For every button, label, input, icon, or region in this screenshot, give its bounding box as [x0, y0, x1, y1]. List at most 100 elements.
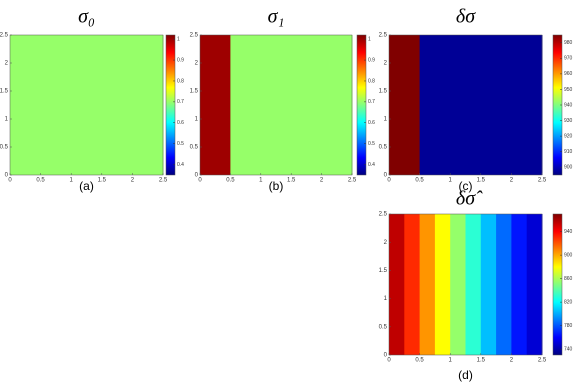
y-tick-label: 1.5 [379, 89, 388, 95]
x-tick-label: 0.5 [415, 358, 424, 364]
y-tick-label: 2.5 [190, 33, 199, 39]
y-tick-label: 2 [384, 61, 388, 67]
y-tick-label: 2.5 [0, 33, 9, 39]
heat-cell [419, 35, 543, 175]
x-tick-label: 2.5 [538, 358, 547, 364]
colorbar-tick-label: 1 [177, 37, 180, 43]
colorbar-tick-label: 0.6 [368, 120, 375, 126]
colorbar-tick-label: 780 [564, 323, 573, 329]
x-tick-label: 1.5 [477, 358, 486, 364]
x-tick-label: 2.5 [348, 178, 357, 184]
y-tick-label: 1.5 [0, 89, 9, 95]
heat-cell [200, 35, 231, 175]
heat-cell [450, 214, 466, 355]
colorbar-tick-label: 910 [564, 149, 573, 155]
heat-cell [419, 214, 436, 355]
colorbar-tick-label: 980 [564, 40, 573, 46]
heat-cell [496, 214, 512, 355]
heat-cell [434, 214, 451, 355]
colorbar-tick-label: 0.8 [177, 78, 184, 84]
panel-label: (a) [79, 179, 94, 193]
y-tick-label: 0 [384, 173, 388, 179]
x-tick-label: 2 [510, 178, 514, 184]
colorbar-tick-label: 900 [564, 252, 573, 258]
colorbar-tick-label: 0.7 [368, 99, 375, 105]
colorbar-tick-label: 0.8 [368, 78, 375, 84]
y-tick-label: 0.5 [379, 145, 388, 151]
colorbar-tick-label: 0.5 [368, 141, 375, 147]
y-tick-label: 1 [384, 296, 388, 302]
y-tick-label: 2 [384, 240, 388, 246]
y-tick-label: 0.5 [190, 145, 199, 151]
plot-frame [388, 34, 543, 176]
x-tick-label: 2.5 [159, 178, 168, 184]
panel-title: σ₁ [268, 6, 285, 28]
heat-cell [389, 214, 405, 355]
x-tick-label: 0 [387, 358, 391, 364]
plot-frame [388, 213, 543, 356]
y-tick-label: 0.5 [379, 324, 388, 330]
y-tick-label: 2.5 [379, 212, 388, 218]
x-tick-label: 0 [198, 178, 202, 184]
x-tick-label: 0 [8, 178, 12, 184]
x-tick-label: 1.5 [477, 178, 486, 184]
y-tick-label: 1.5 [190, 89, 199, 95]
panel-label: (c) [459, 179, 473, 193]
colorbar-tick-label: 950 [564, 87, 573, 93]
colorbar-tick-label: 930 [564, 118, 573, 124]
y-tick-label: 2 [195, 61, 199, 67]
y-tick-label: 1 [5, 117, 9, 123]
panel-label: (d) [458, 368, 473, 382]
y-tick-label: 1 [195, 117, 199, 123]
colorbar-tick-label: 0.9 [177, 57, 184, 63]
heat-cell [10, 35, 164, 175]
colorbar-tick-label: 920 [564, 133, 573, 139]
colorbar-tick-label: 0.9 [368, 57, 375, 63]
colorbar-tick-label: 940 [564, 102, 573, 108]
colorbar-tick-label: 960 [564, 71, 573, 77]
x-tick-label: 2 [320, 178, 324, 184]
x-tick-label: 0.5 [226, 178, 235, 184]
heat-cell [526, 214, 543, 355]
y-tick-label: 0 [384, 353, 388, 359]
x-tick-label: 1 [70, 178, 74, 184]
y-tick-label: 0 [195, 173, 199, 179]
heat-cell [389, 35, 421, 175]
x-tick-label: 1.5 [287, 178, 296, 184]
x-tick-label: 1 [449, 358, 453, 364]
panel-title: δσ [456, 6, 476, 28]
x-tick-label: 1 [449, 178, 453, 184]
colorbar-tick-label: 0.6 [177, 120, 184, 126]
heat-cell [465, 214, 482, 355]
y-tick-label: 2.5 [379, 33, 388, 39]
y-tick-label: 0 [5, 173, 9, 179]
panel-title: σ₀ [78, 6, 95, 28]
x-tick-label: 0.5 [36, 178, 45, 184]
heat-cell [230, 35, 353, 175]
x-tick-label: 0.5 [415, 178, 424, 184]
x-tick-label: 2 [131, 178, 135, 184]
colorbar-tick-label: 970 [564, 56, 573, 62]
heat-cell [480, 214, 497, 355]
y-tick-label: 0.5 [0, 145, 9, 151]
colorbar-tick-label: 940 [564, 229, 573, 235]
panel-title: δσ̂ [456, 188, 483, 210]
colorbar-tick-label: 0.4 [177, 162, 184, 168]
x-tick-label: 2 [510, 358, 514, 364]
colorbar-tick-label: 1 [368, 37, 371, 43]
colorbar-tick-label: 0.5 [177, 141, 184, 147]
colorbar-tick-label: 0.4 [368, 162, 375, 168]
plot-frame [199, 34, 353, 176]
y-tick-label: 2 [5, 61, 9, 67]
colorbar [165, 34, 176, 176]
colorbar-tick-label: 900 [564, 165, 573, 171]
colorbar-tick-label: 820 [564, 299, 573, 305]
colorbar-tick-label: 860 [564, 276, 573, 282]
colorbar-tick-label: 0.7 [177, 99, 184, 105]
colorbar [356, 34, 367, 176]
x-tick-label: 2.5 [538, 178, 547, 184]
plot-frame [9, 34, 164, 176]
colorbar [552, 213, 563, 356]
y-tick-label: 1.5 [379, 268, 388, 274]
